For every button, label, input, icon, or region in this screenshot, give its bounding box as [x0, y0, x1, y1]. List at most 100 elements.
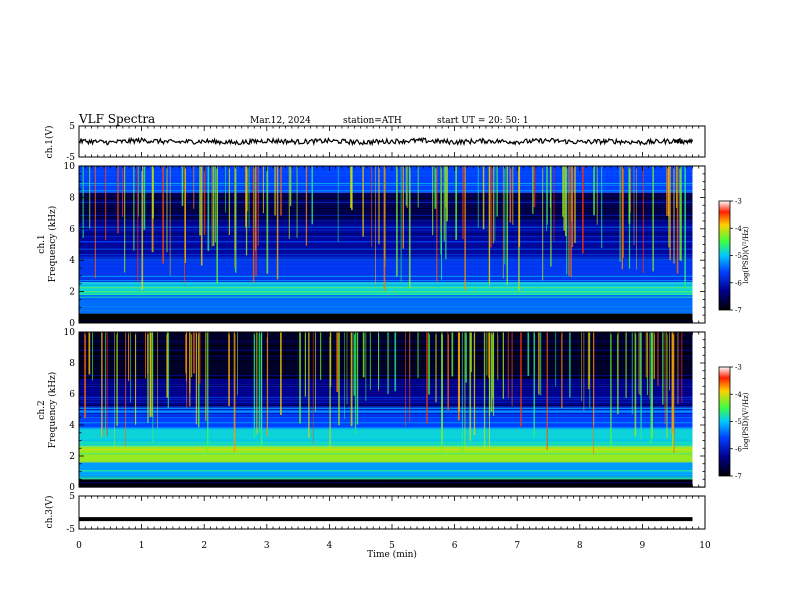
ch1-spectrogram-sferic-streak — [502, 166, 504, 279]
ch2-spectrogram-texture-line — [79, 354, 705, 356]
ch2-spectrogram-sferic-streak — [130, 332, 131, 403]
colorbar-tick-label: -6 — [735, 445, 742, 453]
ch2-spectrogram-sferic-streak — [336, 332, 339, 393]
ch2-spectrogram-panel — [79, 332, 705, 488]
y-tick-label: 4 — [69, 256, 75, 266]
ch2-spectrogram-sferic-streak — [329, 332, 331, 449]
ch1-spectrogram-sferic-streak — [574, 166, 576, 243]
ch1-spectrogram-texture-line — [79, 174, 705, 176]
x-tick-label: 0 — [76, 541, 82, 551]
ch1-spectrogram-sferic-streak — [582, 166, 584, 254]
ch2-spectrogram-texture-line — [79, 401, 705, 403]
ch2-spectrogram-sferic-streak — [258, 332, 261, 433]
ch2-spectrogram-texture-line — [79, 412, 705, 414]
ch2-ylabel-frequency: Frequency (kHz) — [47, 372, 58, 449]
ch1-spectrogram-sferic-streak — [255, 166, 257, 277]
ch1-spectrogram-sferic-streak — [215, 166, 216, 243]
axis-ticks: 0 1 2 3 4 5 6 7 8 9 10024681002468105-55-5-3-4-5-6… — [64, 122, 743, 551]
ch2-spectrogram-sferic-streak — [365, 332, 367, 401]
ch1-spectrogram-sferic-streak — [593, 166, 595, 216]
ch2-colorbar-label: log(PSD)(V²/Hz) — [742, 392, 750, 449]
ch2-spectrogram-sferic-streak — [461, 332, 463, 453]
ch1-spectrogram-sferic-streak — [596, 166, 598, 225]
ch2-spectrogram-sferic-streak — [409, 332, 411, 422]
ch2-spectrogram-sferic-streak — [338, 332, 340, 426]
ch2-spectrogram-sferic-streak — [488, 332, 490, 378]
ch1-spectrogram-sferic-streak — [652, 166, 654, 272]
ch2-spectrogram-sferic-streak — [593, 332, 594, 455]
ch1-spectrogram-sferic-streak — [362, 166, 364, 237]
ch1-spectrogram-sferic-streak — [496, 166, 498, 217]
ch1-spectrogram-texture-line — [79, 279, 705, 281]
ch1-spectrogram-sferic-streak — [642, 166, 644, 273]
ch1-spectrogram-sferic-streak — [489, 166, 491, 286]
ch2-spectrogram-sferic-streak — [198, 332, 201, 384]
ch2-spectrogram-sferic-streak — [569, 332, 571, 398]
ch2-spectrogram-texture-line — [79, 442, 705, 444]
ch2-spectrogram-sferic-streak — [189, 332, 191, 407]
ch2-spectrogram-sferic-streak — [502, 332, 504, 399]
x-tick-label: 5 — [389, 541, 395, 551]
ch2-spectrogram-sferic-streak — [266, 332, 269, 437]
ch1-spectrogram-sferic-streak — [533, 166, 536, 207]
ch1-spectrogram-sferic-streak — [669, 166, 671, 261]
ch1-spectrogram-texture-line — [79, 260, 705, 262]
ch2-spectrogram-sferic-streak — [106, 332, 108, 436]
ch1-spectrogram-sferic-streak — [477, 166, 479, 228]
ch1-spectrogram-sferic-streak — [490, 166, 492, 248]
ch1-spectrogram-sferic-streak — [400, 166, 402, 282]
ch1-spectrogram-sferic-streak — [565, 166, 567, 236]
y-tick-label: 6 — [69, 390, 75, 400]
ch2-spectrogram-sferic-streak — [378, 332, 380, 390]
ch1-spectrogram-sferic-streak — [169, 166, 171, 276]
ch1-spectrogram-sferic-streak — [82, 166, 84, 238]
ch1-spectrogram-texture-line — [79, 208, 705, 210]
ch1-spectrogram-sferic-streak — [509, 166, 512, 223]
ch1-spectrogram-sferic-streak — [462, 166, 464, 240]
ch2-spectrogram-texture-line — [79, 341, 705, 343]
ch2-spectrogram-texture-line — [79, 405, 705, 407]
ch1-spectrogram-texture-line — [79, 229, 705, 231]
ch2-spectrogram-sferic-streak — [649, 332, 650, 400]
ch2-spectrogram-sferic-streak — [511, 332, 513, 407]
y-tick-label: 0 — [69, 319, 75, 329]
ch2-spectrogram-sferic-streak — [473, 332, 476, 435]
ch2-spectrogram-sferic-streak — [151, 332, 153, 418]
y-tick-label: 0 — [69, 483, 75, 493]
colorbar-tick-label: -5 — [735, 418, 742, 426]
ch2-spectrogram-sferic-streak — [116, 332, 118, 426]
ch1-spectrogram-texture-line — [79, 279, 705, 281]
ch2-spectrogram-sferic-streak — [102, 332, 103, 438]
ch1-spectrogram-sferic-streak — [207, 166, 210, 251]
ch1-spectrogram-texture-line — [79, 211, 705, 213]
ch2-spectrogram-texture-line — [79, 377, 705, 379]
ch1-spectrogram-texture-line — [79, 210, 705, 212]
ch2-spectrogram-no-data-region — [692, 332, 705, 487]
ch1-ylabel-frequency: Frequency (kHz) — [47, 206, 58, 283]
ch1-spectrogram-sferic-streak — [166, 166, 168, 253]
ch2-spectrogram-sferic-streak — [125, 332, 127, 446]
ch1-spectrogram-texture-line — [79, 259, 705, 261]
ch1-spectrogram-sferic-streak — [305, 166, 308, 246]
ch2-spectrogram-texture-line — [79, 448, 705, 450]
ch2-spectrogram-sferic-streak — [677, 332, 679, 405]
x-tick-label: 8 — [577, 541, 583, 551]
ch1-spectrogram-texture-line — [79, 224, 705, 226]
ch1-spectrogram-texture-line — [79, 171, 705, 173]
ch2-spectrogram-sferic-streak — [651, 332, 653, 439]
colorbar-tick-label: -5 — [735, 252, 742, 260]
ch2-spectrogram-sferic-streak — [589, 332, 591, 408]
ch2-spectrogram-sferic-streak — [369, 332, 371, 390]
ch2-spectrogram-texture-line — [79, 470, 705, 472]
ch2-spectrogram-texture-line — [79, 399, 705, 401]
ch1-spectrogram-sferic-streak — [417, 166, 419, 208]
station-label: station=ATH — [343, 116, 402, 126]
ch1-spectrogram-sferic-streak — [288, 166, 290, 239]
ch1-spectrogram-texture-line — [79, 223, 705, 225]
ch1-spectrogram-texture-line — [79, 184, 705, 186]
ch2-spectrogram-sferic-streak — [253, 332, 256, 438]
ch2-colorbar: log(PSD)(V²/Hz) — [718, 366, 750, 477]
ch1-spectrogram-sferic-streak — [211, 166, 213, 247]
ch2-spectrogram-sferic-streak — [681, 332, 683, 403]
